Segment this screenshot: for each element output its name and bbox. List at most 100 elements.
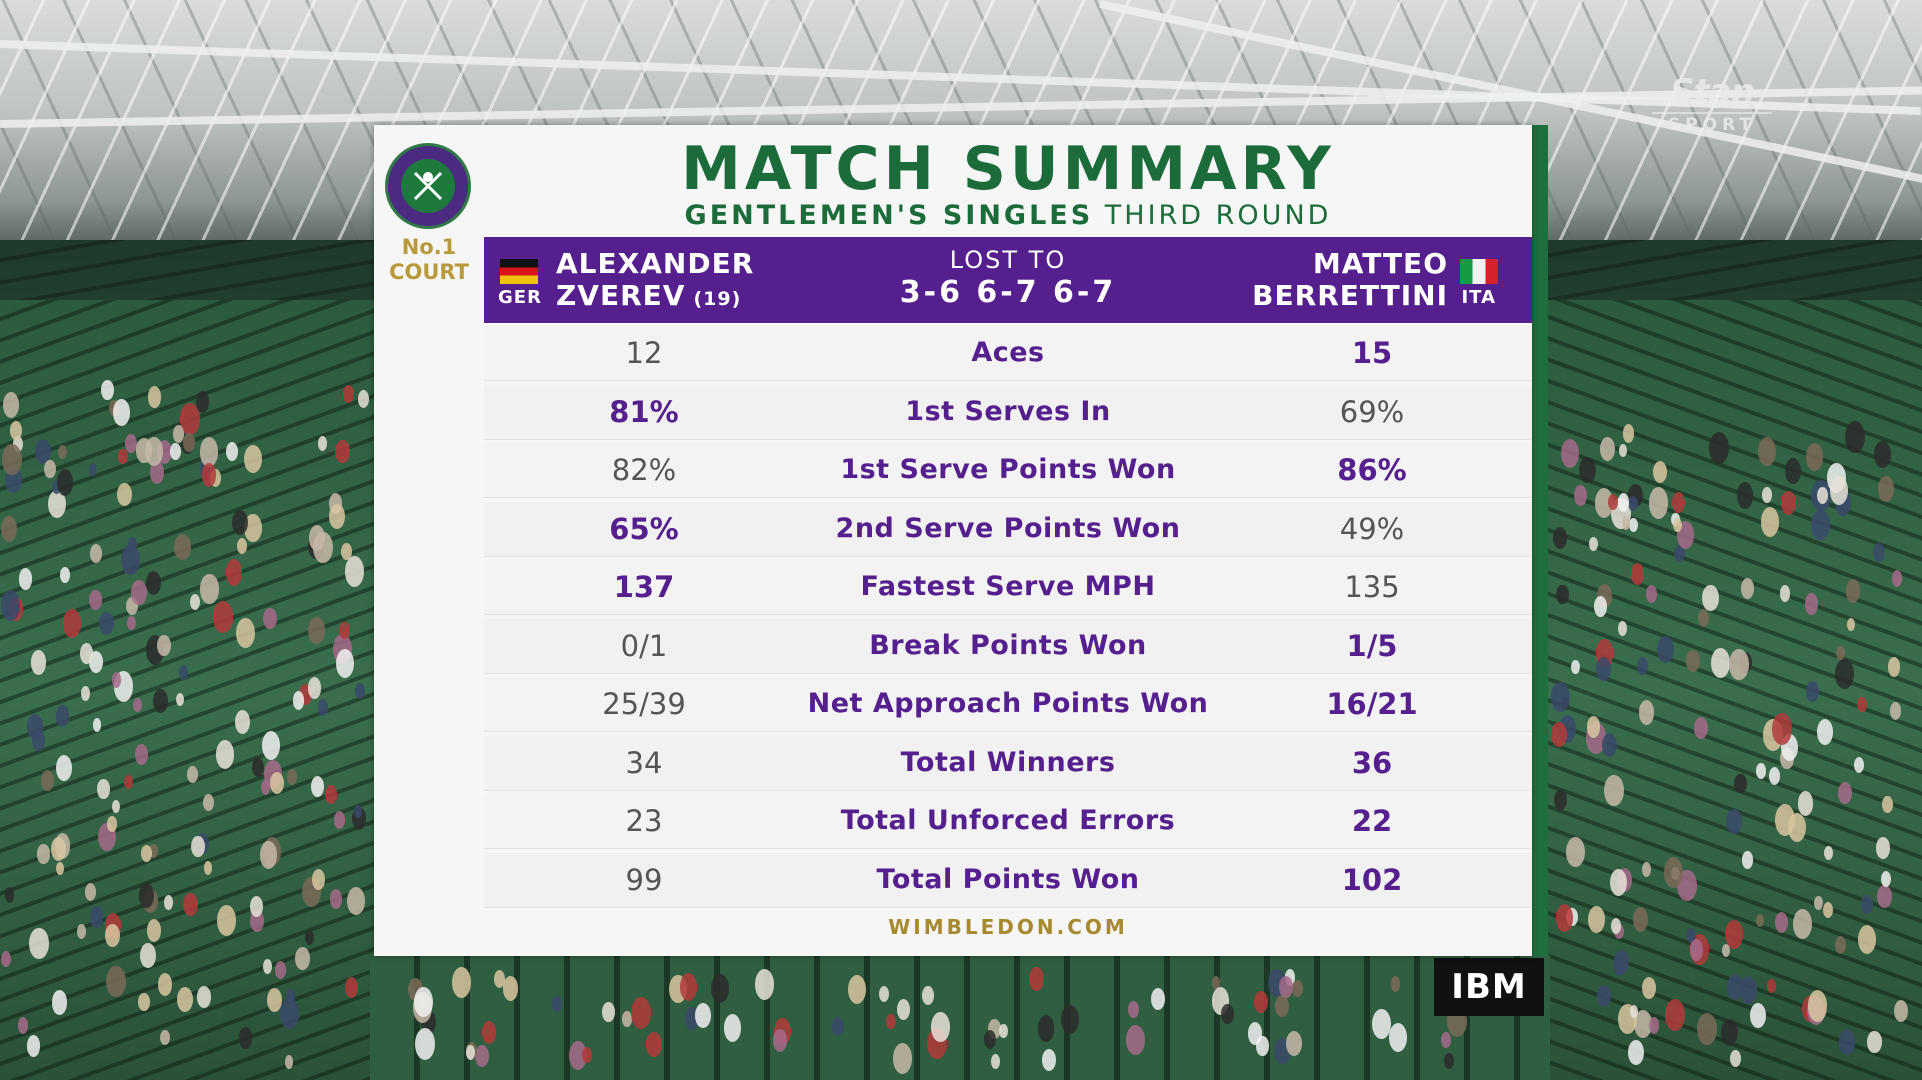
spectator xyxy=(106,966,126,998)
spectator xyxy=(1721,943,1731,958)
spectator xyxy=(325,785,337,804)
spectator xyxy=(9,420,22,441)
stat-row: 23 Total Unforced Errors 22 xyxy=(484,794,1532,849)
player2-stat: 22 xyxy=(1351,804,1393,838)
spectator xyxy=(831,1016,844,1036)
stat-label: Net Approach Points Won xyxy=(807,688,1209,719)
spectator xyxy=(1550,681,1571,713)
spectator xyxy=(1772,713,1792,745)
spectator xyxy=(1641,861,1652,878)
spectator xyxy=(1444,1053,1455,1070)
spectator xyxy=(1816,718,1833,745)
spectator xyxy=(1656,636,1674,663)
spectator xyxy=(51,480,61,495)
spectator xyxy=(4,887,15,903)
spectator xyxy=(622,1011,633,1027)
spectator xyxy=(55,755,72,781)
spectator xyxy=(892,1042,913,1075)
panel-edge xyxy=(1532,125,1548,956)
spectator xyxy=(259,841,277,869)
spectator xyxy=(13,435,24,452)
spectator xyxy=(149,460,165,484)
spectator xyxy=(1693,717,1708,740)
spectator xyxy=(1860,894,1873,915)
spectator xyxy=(1551,721,1568,748)
spectator xyxy=(343,384,355,403)
stat-row: 99 Total Points Won 102 xyxy=(484,852,1532,908)
spectator xyxy=(244,445,262,474)
spectator xyxy=(1285,1030,1302,1057)
spectator xyxy=(250,896,264,918)
spectator xyxy=(1570,659,1580,674)
spectator xyxy=(124,775,133,789)
spectator xyxy=(56,469,74,497)
spectator xyxy=(1278,975,1293,999)
spectator xyxy=(79,643,93,664)
spectator xyxy=(1637,657,1649,675)
stands-right xyxy=(1545,300,1922,1080)
spectator xyxy=(312,869,326,890)
spectator xyxy=(2,392,19,418)
result-label: LOST TO xyxy=(949,246,1067,274)
spectator xyxy=(80,686,91,702)
stat-label: Total Winners xyxy=(900,746,1116,778)
spectator xyxy=(1728,648,1749,681)
spectator xyxy=(1858,924,1877,955)
spectator xyxy=(1,951,12,968)
player1-surname: ZVEREV xyxy=(556,279,686,312)
spectator xyxy=(1,516,18,542)
spectator xyxy=(1128,1000,1140,1018)
spectator xyxy=(346,886,365,916)
spectator xyxy=(179,665,189,681)
spectator xyxy=(344,555,365,588)
spectator xyxy=(1873,543,1886,563)
spectator xyxy=(1292,979,1303,998)
spectator xyxy=(201,463,217,487)
spectator xyxy=(199,436,219,467)
spectator xyxy=(176,986,193,1013)
spectator xyxy=(1275,995,1289,1018)
stat-row: 65% 2nd Serve Points Won 49% xyxy=(484,501,1532,557)
spectator xyxy=(127,616,136,631)
spectator xyxy=(1881,870,1892,888)
stat-row: 12 Aces 15 xyxy=(484,326,1532,381)
spectator xyxy=(190,835,205,858)
spectator xyxy=(1686,927,1696,944)
spectator xyxy=(187,765,199,784)
stat-label: 1st Serve Points Won xyxy=(840,454,1176,485)
stat-row: 81% 1st Serves In 69% xyxy=(484,384,1532,440)
spectator xyxy=(197,986,211,1008)
spectator xyxy=(1804,593,1819,616)
spectator xyxy=(203,794,214,812)
spectator xyxy=(465,1045,475,1060)
spectator xyxy=(195,391,210,413)
spectator xyxy=(1698,609,1710,627)
spectator xyxy=(101,380,115,401)
spectator xyxy=(126,597,138,616)
spectator xyxy=(1805,680,1819,702)
spectator xyxy=(1867,1030,1882,1054)
spectator xyxy=(357,389,370,409)
spectator xyxy=(695,1003,711,1029)
spectator xyxy=(153,688,169,714)
player1-stat: 82% xyxy=(611,453,677,487)
player1-stat: 99 xyxy=(625,862,663,897)
spectator xyxy=(1894,999,1908,1022)
spectator xyxy=(173,533,191,561)
spectator xyxy=(1882,796,1893,813)
spectator xyxy=(145,570,161,595)
spectator xyxy=(62,609,81,639)
spectator xyxy=(236,617,255,648)
spectator xyxy=(118,449,128,465)
spectator xyxy=(1648,1017,1659,1034)
player2-last-name: BERRETTINI xyxy=(1252,279,1448,312)
stat-row: 82% 1st Serve Points Won 86% xyxy=(484,443,1532,498)
spectator xyxy=(1742,851,1754,869)
player1-stat: 25/39 xyxy=(602,687,686,721)
match-result: LOST TO 3-6 6-7 6-7 xyxy=(808,245,1208,311)
spectator xyxy=(0,589,21,621)
spectator xyxy=(1372,1008,1392,1039)
spectator xyxy=(1734,773,1747,794)
spectator xyxy=(50,837,66,862)
spectator xyxy=(754,968,775,1001)
